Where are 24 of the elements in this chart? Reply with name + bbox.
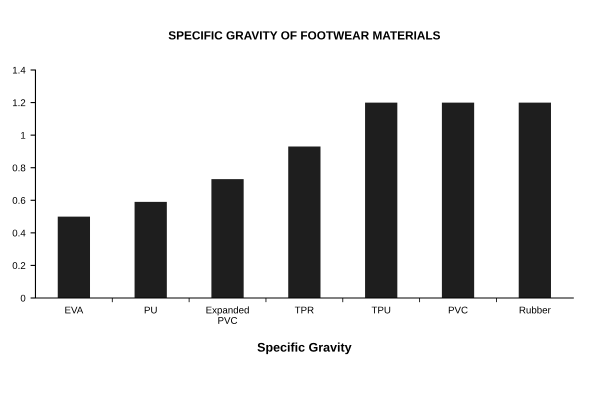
- y-tick-label: 0.8: [12, 164, 26, 172]
- x-tick-label: Rubber: [520, 306, 551, 314]
- bar: [442, 102, 474, 298]
- y-tick-label: 0.6: [12, 197, 26, 204]
- y-tick-label: 0.4: [12, 230, 26, 236]
- x-tick-label: TPR: [294, 306, 314, 314]
- bar: [518, 102, 551, 298]
- x-axis-title: Specific Gravity: [257, 342, 352, 354]
- y-tick-label: 1: [21, 132, 26, 139]
- y-tick-label: 1.4: [12, 66, 26, 74]
- x-tick-label: Expanded PVC: [206, 306, 249, 324]
- y-tick-label: 0: [20, 294, 26, 302]
- y-tick-label: 0.2: [12, 262, 26, 270]
- x-tick-label: PVC: [448, 306, 468, 314]
- x-tick-label: PU: [144, 306, 157, 314]
- x-tick-label: TPU: [372, 306, 390, 314]
- bar: [58, 216, 90, 298]
- bar: [211, 179, 244, 298]
- bar: [134, 202, 167, 298]
- chart-title: SPECIFIC GRAVITY OF FOOTWEAR MATERIALS: [168, 31, 440, 40]
- bar: [365, 102, 398, 298]
- x-tick-label: EVA: [65, 306, 84, 314]
- bar: [288, 146, 320, 298]
- y-tick-label: 1.2: [12, 99, 26, 106]
